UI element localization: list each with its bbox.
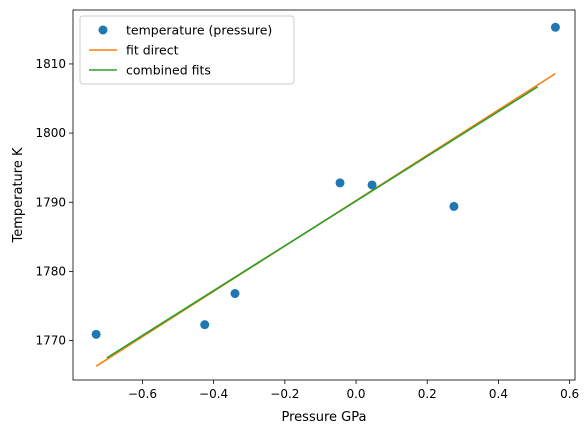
y-tick-label: 1810 bbox=[35, 57, 66, 71]
y-axis-ticks: 1770 1780 1790 1800 1810 bbox=[35, 57, 73, 348]
y-axis-label: Temperature K bbox=[11, 147, 26, 243]
x-tick-label: −0.4 bbox=[199, 387, 228, 401]
x-tick-label: −0.6 bbox=[128, 387, 157, 401]
y-tick-label: 1800 bbox=[35, 126, 66, 140]
data-point bbox=[550, 22, 560, 32]
y-tick-label: 1790 bbox=[35, 195, 66, 209]
data-point bbox=[335, 178, 345, 188]
series-lines bbox=[95, 72, 556, 367]
data-point bbox=[367, 180, 377, 190]
series-points bbox=[91, 22, 560, 339]
x-tick-label: 0.4 bbox=[489, 387, 508, 401]
legend-box bbox=[79, 15, 295, 85]
legend-items: temperature (pressure) fit direct combined… bbox=[89, 23, 272, 78]
legend-label: combined fits bbox=[126, 63, 211, 78]
x-tick-label: 0.0 bbox=[346, 387, 365, 401]
legend-label: temperature (pressure) bbox=[126, 23, 272, 38]
legend-marker-swatch bbox=[98, 25, 108, 35]
data-point bbox=[230, 289, 240, 299]
x-tick-label: −0.2 bbox=[270, 387, 299, 401]
y-tick-label: 1780 bbox=[35, 264, 66, 278]
y-tick-label: 1770 bbox=[35, 334, 66, 348]
x-axis-label: Pressure GPa bbox=[282, 410, 367, 425]
data-point bbox=[449, 201, 459, 211]
data-point bbox=[200, 320, 210, 330]
x-tick-label: 0.2 bbox=[418, 387, 437, 401]
data-point bbox=[91, 329, 101, 339]
x-axis-ticks: −0.6 −0.4 −0.2 0.0 0.2 0.4 0.6 bbox=[128, 380, 579, 401]
legend: temperature (pressure) fit direct combined… bbox=[79, 15, 295, 85]
x-tick-label: 0.6 bbox=[560, 387, 579, 401]
plot-frame bbox=[72, 9, 576, 381]
series-line-2 bbox=[106, 86, 539, 359]
legend-label: fit direct bbox=[126, 43, 179, 58]
